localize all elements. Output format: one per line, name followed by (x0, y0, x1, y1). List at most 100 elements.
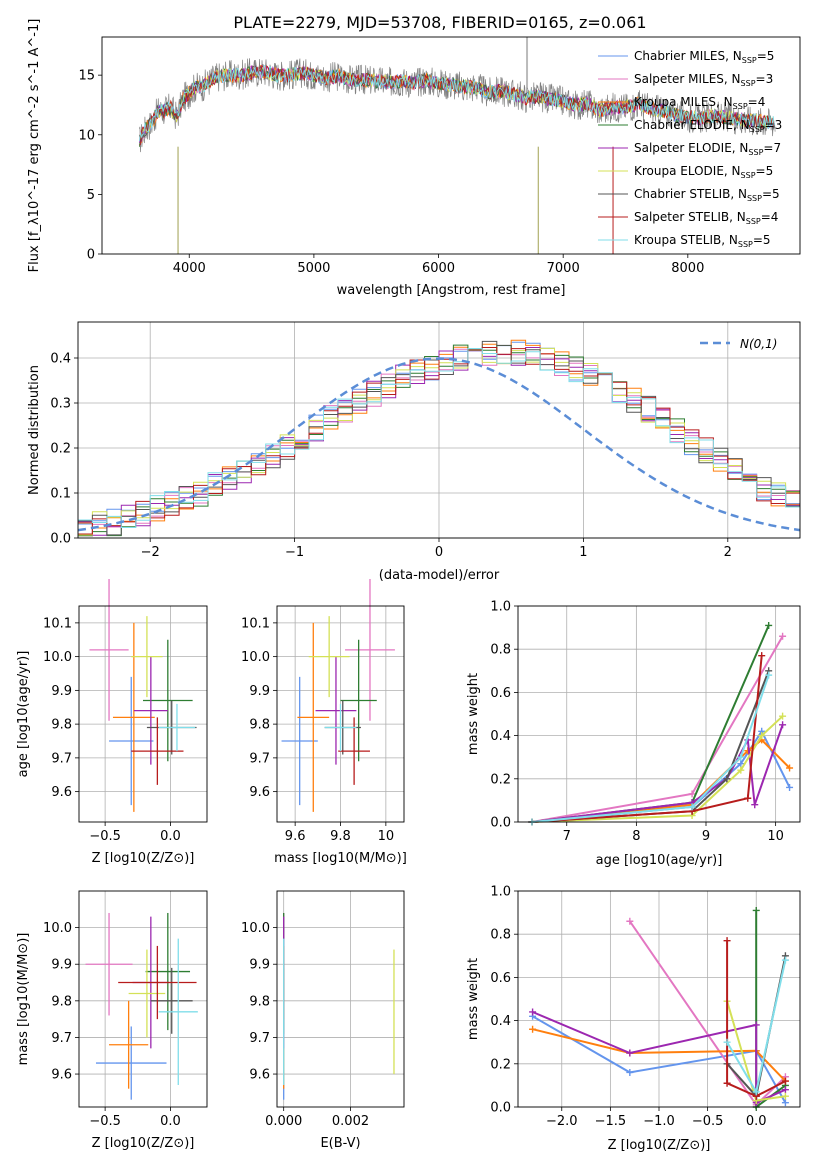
series-line (531, 655, 763, 823)
y-tick-label: 0.8 (490, 928, 511, 943)
series-marker (737, 760, 745, 768)
y-tick-label: 10.0 (241, 650, 270, 665)
y-tick-label: 0.4 (50, 352, 71, 367)
data-point (158, 938, 198, 1086)
series-marker (752, 1021, 760, 1029)
legend-entry: Kroupa MILES, NSSP=4 (634, 95, 765, 111)
series-marker (781, 1086, 789, 1094)
series-marker (723, 1079, 731, 1087)
x-axis-label: Z [log10(Z/Z⊙)] (92, 851, 195, 866)
y-tick-label: 9.8 (51, 994, 72, 1009)
data-point (345, 579, 395, 721)
data-point (324, 703, 357, 752)
series-marker (752, 906, 760, 914)
y-axis-label: mass [log10(M/M⊙)] (16, 933, 31, 1066)
x-tick-label: 7000 (547, 261, 580, 276)
legend: Chabrier MILES, NSSP=5 Salpeter MILES, NS… (598, 49, 782, 249)
y-tick-label: 1.0 (490, 885, 511, 900)
y-tick-label: 9.7 (249, 1031, 270, 1046)
series-marker (626, 1049, 634, 1057)
x-axis-label: mass [log10(M/M⊙)] (274, 851, 407, 866)
histogram-step (78, 347, 800, 538)
legend-entry: Salpeter STELIB, NSSP=4 (634, 210, 778, 226)
axes-frame (517, 605, 801, 823)
x-tick-label: −2 (141, 545, 160, 560)
data-point (89, 579, 129, 721)
y-tick-label: 9.7 (51, 751, 72, 766)
legend-entry: Salpeter ELODIE, NSSP=7 (634, 141, 781, 157)
x-tick-label: 6000 (422, 261, 455, 276)
y-tick-label: 0.2 (490, 1057, 511, 1072)
y-tick-label: 9.7 (51, 1031, 72, 1046)
series (528, 671, 773, 826)
x-tick-label: 9.8 (330, 829, 351, 844)
series-line (726, 940, 786, 1098)
series (723, 956, 789, 1096)
x-tick-label: 10 (767, 829, 784, 844)
series (528, 652, 766, 826)
series-marker (626, 917, 634, 925)
figure-title: PLATE=2279, MJD=53708, FIBERID=0165, z=0… (233, 13, 646, 32)
x-tick-label: 9.6 (285, 829, 306, 844)
x-tick-label: 0.000 (265, 1114, 302, 1129)
series-marker (752, 1088, 760, 1096)
data-point (128, 949, 166, 1038)
y-tick-label: 0.3 (50, 397, 71, 412)
y-tick-label: 10 (78, 128, 95, 143)
legend-entry: Kroupa ELODIE, NSSP=5 (634, 164, 773, 180)
y-tick-label: 9.8 (51, 718, 72, 733)
x-tick-label: 5000 (297, 261, 330, 276)
series-marker (779, 721, 787, 729)
y-tick-label: 0 (87, 248, 95, 263)
series-marker (781, 1092, 789, 1100)
data-point (338, 717, 370, 785)
y-tick-label: 9.9 (51, 684, 72, 699)
x-tick-label: 1 (579, 545, 587, 560)
series-line (532, 1015, 787, 1104)
y-tick-label: 9.8 (249, 718, 270, 733)
y-tick-label: 9.7 (249, 751, 270, 766)
series-marker (688, 790, 696, 798)
series-marker (781, 1077, 789, 1085)
series-marker (737, 753, 745, 761)
x-tick-label: −1.5 (595, 1114, 627, 1129)
axes-frame (517, 890, 801, 1108)
series (528, 621, 773, 826)
axes-residuals: −2 −1 0 1 2 0.0 0.1 0.2 0.3 0.4 (data-model)/error… (27, 321, 801, 583)
y-tick-label: 15 (78, 69, 95, 84)
x-tick-label: −0.5 (89, 829, 121, 844)
x-axis-label: age [log10(age/yr)] (596, 853, 723, 868)
axes-frame (77, 321, 801, 539)
x-tick-label: 8 (632, 829, 640, 844)
series-line (531, 670, 770, 823)
y-axis-label: Flux [f_λ10^-17 erg cm^-2 s^-1 A^-1] (27, 19, 42, 273)
x-tick-label: 0.0 (160, 829, 181, 844)
data-point (131, 616, 163, 698)
series (723, 937, 789, 1100)
axes-mass_vs_Z: −0.5 0.0 9.6 9.7 9.8 9.9 10.0 Z [log10(Z/Z⊙)] ma… (16, 890, 208, 1151)
series-marker (786, 783, 794, 791)
y-tick-label: 1.0 (490, 600, 511, 615)
series-marker (529, 1008, 537, 1016)
series-marker (688, 803, 696, 811)
y-tick-label: 0.6 (490, 971, 511, 986)
series-marker (737, 766, 745, 774)
y-tick-label: 0.8 (490, 643, 511, 658)
series-marker (781, 1099, 789, 1107)
y-tick-label: 9.9 (249, 958, 270, 973)
x-axis-label: wavelength [Angstrom, rest frame] (337, 283, 566, 298)
series-marker (779, 632, 787, 640)
y-tick-label: 0.0 (490, 1101, 511, 1116)
series-line (531, 635, 784, 823)
y-tick-label: 9.9 (51, 958, 72, 973)
x-tick-label: 8000 (671, 261, 704, 276)
y-axis-label: mass weight (466, 958, 481, 1040)
x-tick-label: −1.0 (643, 1114, 675, 1129)
series-marker (744, 794, 752, 802)
y-tick-label: 10.0 (43, 921, 72, 936)
series-marker (626, 1068, 634, 1076)
axes-frame (276, 890, 405, 1108)
data-point (112, 622, 155, 812)
axes-frame (276, 605, 405, 823)
